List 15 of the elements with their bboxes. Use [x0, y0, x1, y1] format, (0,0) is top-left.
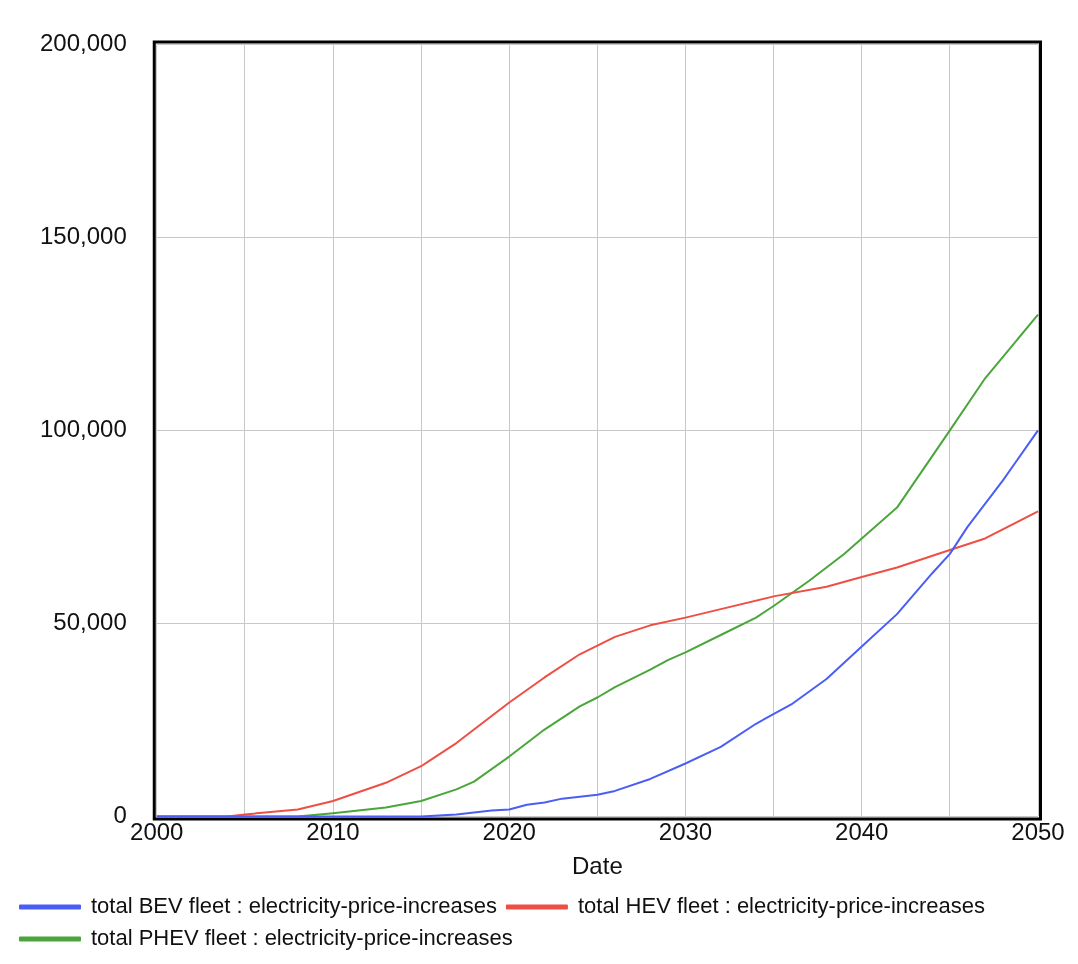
x-tick-label: 2020: [482, 818, 536, 846]
x-tick-label: 2050: [1011, 818, 1065, 846]
y-tick-label: 150,000: [39, 222, 127, 250]
legend-label: total HEV fleet : electricity-price-increases: [577, 893, 986, 919]
y-tick-label: 0: [113, 801, 127, 829]
x-tick-label: 2040: [835, 818, 889, 846]
x-tick-label: 2010: [306, 818, 360, 846]
legend-label: total PHEV fleet : electricity-price-increases: [91, 925, 513, 951]
y-tick-label: 200,000: [39, 29, 127, 57]
x-axis-title: Date: [572, 852, 623, 880]
x-tick-label: 2030: [658, 818, 713, 846]
x-tick-label: 2000: [130, 818, 184, 846]
legend-label: total BEV fleet : electricity-price-increases: [91, 893, 497, 919]
y-tick-label: 50,000: [53, 608, 127, 636]
y-tick-label: 100,000: [39, 415, 127, 443]
